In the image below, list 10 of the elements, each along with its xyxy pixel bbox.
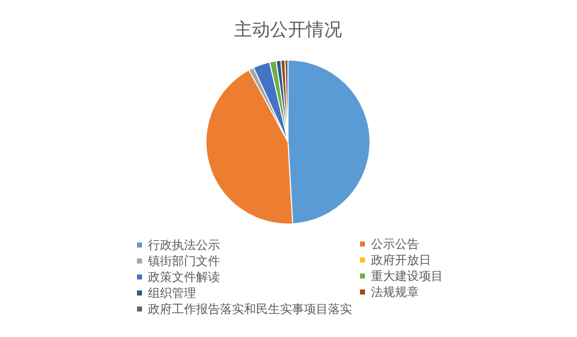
legend-label: 行政执法公示 xyxy=(148,238,220,252)
legend-label: 重大建设项目 xyxy=(371,269,443,283)
chart-title: 主动公开情况 xyxy=(234,20,342,40)
legend-label: 公示公告 xyxy=(371,237,419,251)
legend-label: 政策文件解读 xyxy=(148,270,220,284)
legend-label: 法规规章 xyxy=(371,285,419,299)
legend-label: 组织管理 xyxy=(148,286,196,300)
legend-label: 政府工作报告落实和民生实事项目落实 xyxy=(148,302,352,316)
legend-label: 政府开放日 xyxy=(371,253,431,267)
legend-label: 镇街部门文件 xyxy=(147,254,220,268)
